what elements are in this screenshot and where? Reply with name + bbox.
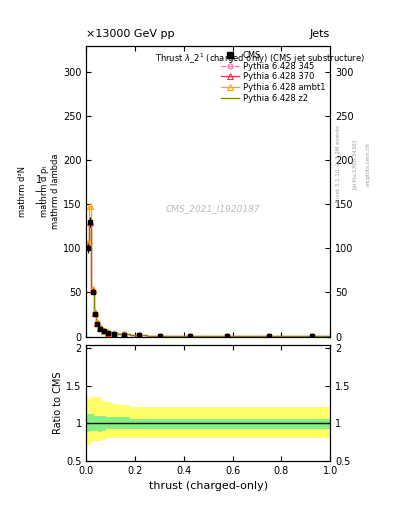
Text: ×13000 GeV pp: ×13000 GeV pp [86, 29, 175, 39]
Text: mcplots.cern.ch: mcplots.cern.ch [365, 142, 371, 186]
Text: Thrust $\lambda\_2^1$ (charged only) (CMS jet substructure): Thrust $\lambda\_2^1$ (charged only) (CM… [155, 52, 365, 66]
Text: CMS_2021_I1920187: CMS_2021_I1920187 [166, 204, 261, 213]
X-axis label: thrust (charged-only): thrust (charged-only) [149, 481, 268, 491]
Text: Jets: Jets [310, 29, 330, 39]
Legend: CMS, Pythia 6.428 345, Pythia 6.428 370, Pythia 6.428 ambt1, Pythia 6.428 z2: CMS, Pythia 6.428 345, Pythia 6.428 370,… [220, 50, 326, 103]
Text: Rivet 3.1.10, ≥ 3.2M events: Rivet 3.1.10, ≥ 3.2M events [336, 125, 341, 202]
Text: 1
—
—: 1 — — [34, 175, 44, 208]
Y-axis label: Ratio to CMS: Ratio to CMS [53, 372, 63, 434]
Text: [arXiv:1306.3436]: [arXiv:1306.3436] [352, 139, 357, 189]
Y-axis label: mathrm d²N

mathrm d pₜ
mathrm d lambda: mathrm d²N mathrm d pₜ mathrm d lambda [18, 154, 60, 229]
